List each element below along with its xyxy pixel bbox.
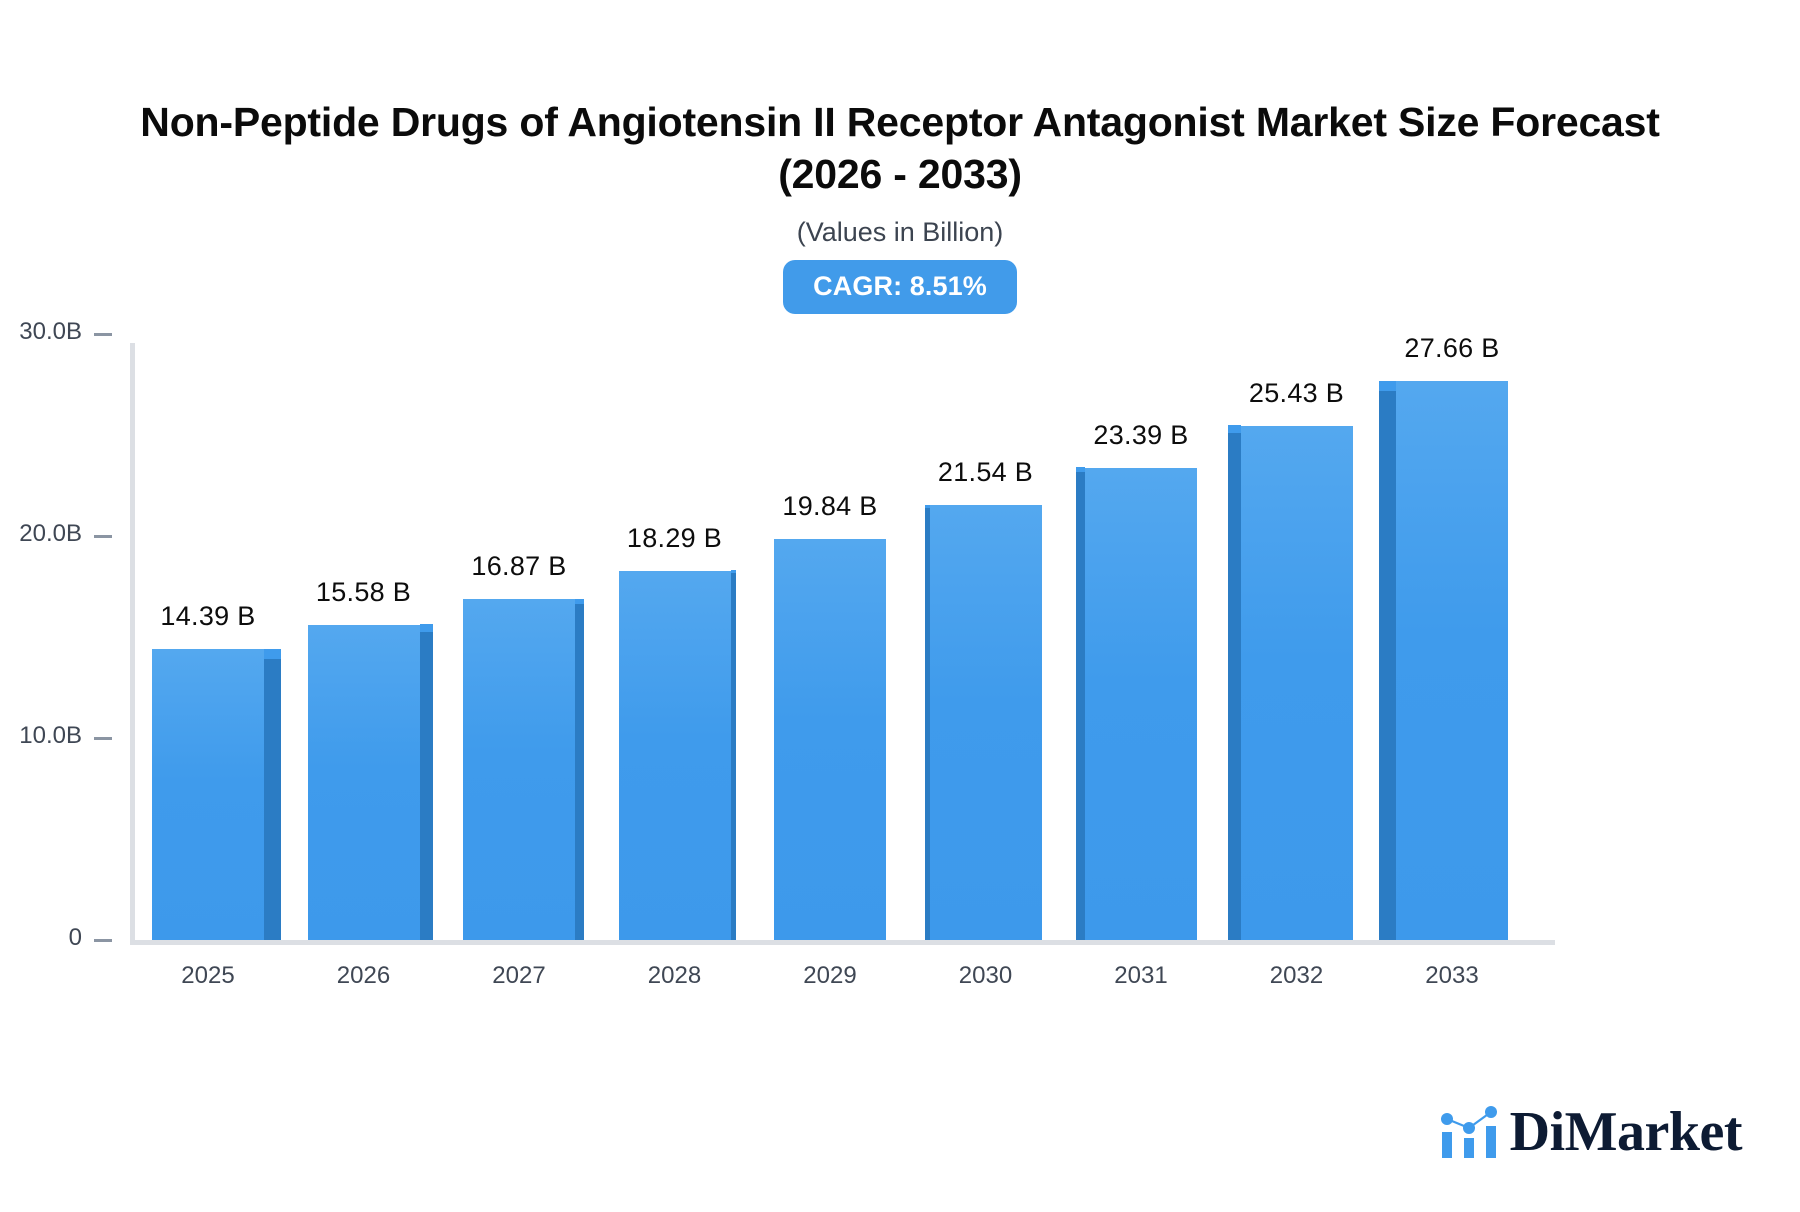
y-axis-tick — [94, 939, 112, 942]
bar-value-label: 18.29 B — [626, 522, 723, 553]
x-axis-tick-label: 2033 — [1425, 962, 1479, 989]
bar-value-label: 14.39 B — [160, 601, 256, 632]
bar-side-face — [264, 658, 281, 940]
bar-top-face — [1076, 467, 1085, 473]
y-axis-tick — [94, 737, 112, 740]
bar-top-face — [1379, 380, 1396, 391]
y-axis-tick — [94, 535, 112, 538]
bar-2031[interactable] — [1076, 467, 1197, 940]
cagr-badge: CAGR: 8.51% — [783, 259, 1017, 314]
bar-side-face — [419, 632, 433, 940]
x-axis-tick-label: 2027 — [492, 962, 546, 989]
bar-2029[interactable] — [774, 539, 886, 940]
bar-value-label: 19.84 B — [782, 491, 878, 522]
bar-2032[interactable] — [1227, 425, 1353, 940]
x-axis-line — [130, 940, 1555, 945]
bar-2027[interactable] — [463, 599, 584, 940]
bar-front-face — [152, 649, 264, 940]
bar-2030[interactable] — [924, 504, 1042, 940]
y-axis-tick — [94, 333, 112, 336]
bar-side-face — [730, 573, 736, 940]
bar-2028[interactable] — [618, 570, 736, 940]
y-axis-tick-label: 0 — [68, 924, 82, 951]
bar-value-label: 15.58 B — [315, 577, 412, 608]
bar-2026[interactable] — [307, 624, 433, 940]
bar-side-face — [575, 604, 584, 940]
bar-front-face — [1085, 467, 1197, 940]
bar-value-label: 25.43 B — [1248, 378, 1345, 409]
x-axis-tick-label: 2032 — [1269, 962, 1324, 989]
logo-text: DiMarket — [1509, 1101, 1743, 1163]
y-axis-tick-label: 30.0B — [19, 318, 82, 345]
bar-2025[interactable] — [152, 648, 281, 940]
bar-side-face — [1076, 472, 1085, 940]
bar-side-face — [1379, 390, 1396, 940]
bar-top-face — [264, 648, 281, 659]
bar-side-face — [1227, 433, 1241, 940]
x-axis-tick-label: 2028 — [647, 962, 702, 989]
cagr-badge-container: CAGR: 8.51% — [0, 259, 1800, 314]
bar-front-face — [1396, 381, 1508, 940]
x-axis-tick-label: 2025 — [181, 962, 235, 989]
y-axis-tick-label: 10.0B — [19, 722, 82, 749]
bar-chart-logo-icon — [1440, 1106, 1497, 1158]
bar-top-face — [924, 504, 930, 508]
bar-front-face — [463, 599, 575, 940]
bar-top-face — [419, 624, 433, 633]
bar-top-face — [1227, 425, 1241, 434]
bar-front-face — [618, 570, 731, 940]
x-axis-tick-label: 2029 — [803, 962, 857, 989]
bar-value-label: 21.54 B — [937, 456, 1034, 487]
y-axis-tick-label: 20.0B — [19, 520, 82, 547]
bar-side-face — [924, 507, 930, 940]
bar-value-label: 23.39 B — [1093, 419, 1189, 450]
x-axis-tick-label: 2026 — [336, 962, 391, 989]
bar-front-face — [1240, 426, 1353, 940]
bar-top-face — [575, 599, 584, 605]
y-axis-line — [130, 343, 135, 943]
x-axis-tick-label: 2030 — [958, 962, 1013, 989]
bar-front-face — [307, 625, 420, 940]
bar-value-label: 27.66 B — [1404, 333, 1500, 364]
bar-front-face — [774, 539, 886, 940]
bar-value-label: 16.87 B — [471, 551, 567, 582]
bar-2033[interactable] — [1379, 380, 1508, 940]
dimarket-logo: DiMarket — [1440, 1101, 1743, 1163]
bar-top-face — [730, 570, 736, 574]
chart-subtitle: (Values in Billion) — [796, 216, 1004, 247]
bar-front-face — [929, 504, 1042, 940]
page-title: Non-Peptide Drugs of Angiotensin II Rece… — [140, 99, 1660, 198]
x-axis-tick-label: 2031 — [1114, 962, 1168, 989]
chart-header: Non-Peptide Drugs of Angiotensin II Rece… — [0, 0, 1800, 314]
